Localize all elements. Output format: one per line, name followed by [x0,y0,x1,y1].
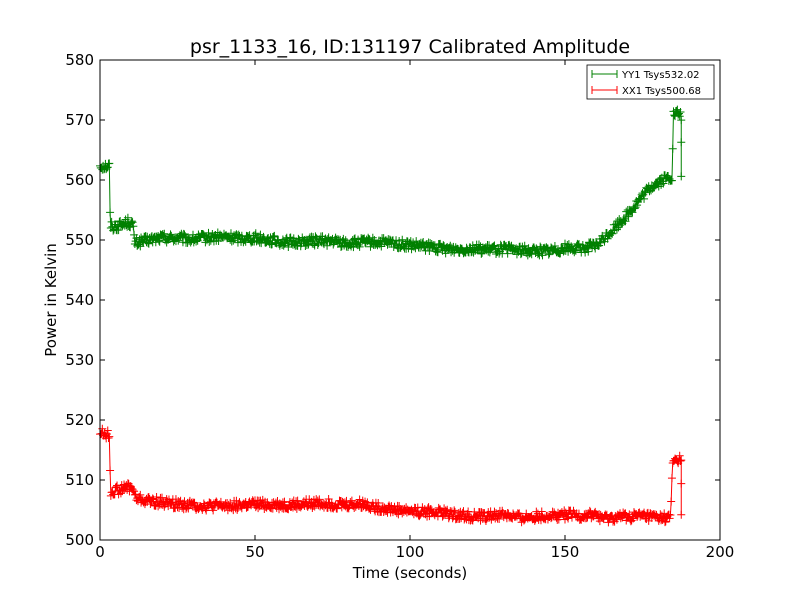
y-tick-label: 560 [65,171,94,189]
chart-title: psr_1133_16, ID:131197 Calibrated Amplit… [190,36,630,58]
legend-label-xx1: XX1 Tsys500.68 [622,86,701,97]
y-tick-label: 570 [65,111,94,129]
y-axis-title: Power in Kelvin [42,243,60,357]
x-tick-label: 0 [95,543,105,561]
plot-frame [99,59,721,541]
legend-box [586,64,715,100]
x-tick-label: 150 [551,543,580,561]
series-xx1 [96,424,686,527]
plot-area [96,105,686,527]
axis-ticks: 0 50 100 150 200 500 510 520 530 540 550 560 570 580 [65,51,734,561]
y-tick-label: 500 [65,531,94,549]
y-tick-label: 510 [65,471,94,489]
x-tick-label: 100 [396,543,425,561]
y-tick-label: 540 [65,291,94,309]
legend-label-yy1: YY1 Tsys532.02 [621,70,700,81]
x-tick-label: 200 [706,543,735,561]
y-tick-label: 580 [65,51,94,69]
y-tick-label: 550 [65,231,94,249]
y-tick-label: 530 [65,351,94,369]
x-axis-title: Time (seconds) [352,564,468,582]
x-tick-label: 50 [245,543,264,561]
y-tick-label: 520 [65,411,94,429]
legend: YY1 Tsys532.02 XX1 Tsys500.68 [586,64,715,100]
